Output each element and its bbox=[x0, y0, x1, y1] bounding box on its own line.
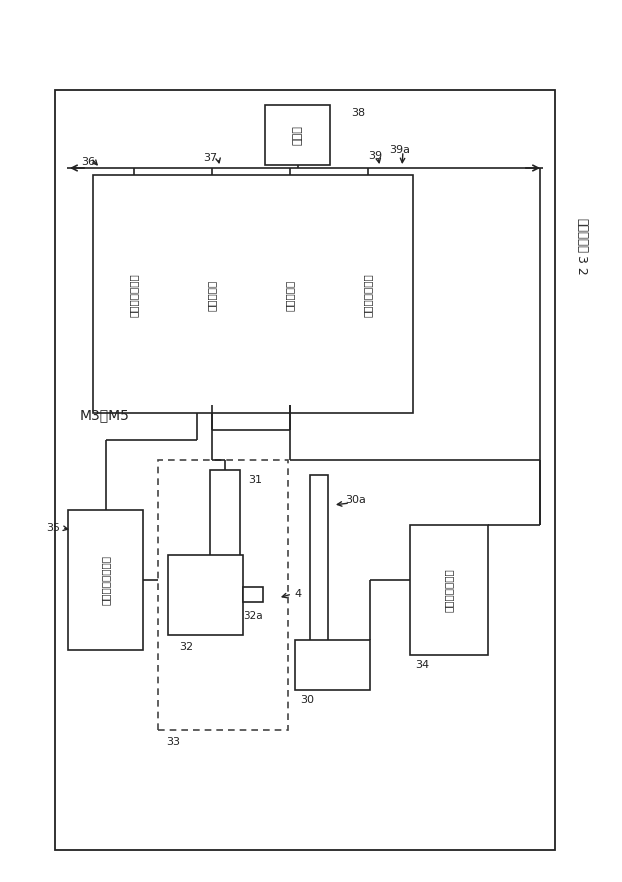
Text: 35: 35 bbox=[46, 523, 60, 533]
Text: テーブル駆動部: テーブル駆動部 bbox=[444, 568, 454, 612]
Bar bbox=[256, 185, 324, 405]
Bar bbox=[68, 510, 143, 650]
Text: 実装情報記憶部: 実装情報記憶部 bbox=[129, 273, 139, 317]
Text: 34: 34 bbox=[415, 660, 429, 670]
Text: 実装ヘッド: 実装ヘッド bbox=[575, 218, 588, 252]
Bar bbox=[100, 185, 168, 405]
Bar bbox=[178, 185, 246, 405]
Bar bbox=[93, 175, 413, 413]
Bar bbox=[265, 105, 330, 165]
Bar bbox=[168, 555, 243, 635]
Text: 32: 32 bbox=[179, 642, 193, 652]
Text: 38: 38 bbox=[351, 108, 365, 118]
Bar bbox=[243, 587, 263, 602]
Bar bbox=[210, 470, 240, 580]
Text: 33: 33 bbox=[166, 737, 180, 747]
Text: 30a: 30a bbox=[346, 495, 366, 505]
Bar bbox=[334, 185, 402, 405]
Text: 31: 31 bbox=[248, 475, 262, 485]
Text: 32a: 32a bbox=[243, 611, 263, 621]
Text: 37: 37 bbox=[203, 153, 217, 163]
Bar bbox=[310, 475, 328, 670]
Bar bbox=[410, 525, 488, 655]
Text: 30: 30 bbox=[300, 695, 314, 705]
Text: 4: 4 bbox=[294, 589, 302, 599]
Text: 通信部: 通信部 bbox=[292, 125, 302, 145]
Text: 3 2: 3 2 bbox=[575, 255, 588, 275]
Text: 認識処理部: 認識処理部 bbox=[207, 280, 217, 310]
Bar bbox=[55, 90, 555, 850]
Bar bbox=[158, 460, 288, 730]
Text: 実装制御部: 実装制御部 bbox=[285, 280, 295, 310]
Text: 36: 36 bbox=[81, 157, 95, 167]
Bar bbox=[295, 640, 370, 690]
Text: 39a: 39a bbox=[389, 145, 411, 155]
Text: M3～M5: M3～M5 bbox=[80, 408, 130, 422]
Text: 実装位置補正部: 実装位置補正部 bbox=[363, 273, 373, 317]
Text: 実装ヘッド駆動部: 実装ヘッド駆動部 bbox=[101, 555, 111, 605]
Text: 39: 39 bbox=[368, 151, 382, 161]
